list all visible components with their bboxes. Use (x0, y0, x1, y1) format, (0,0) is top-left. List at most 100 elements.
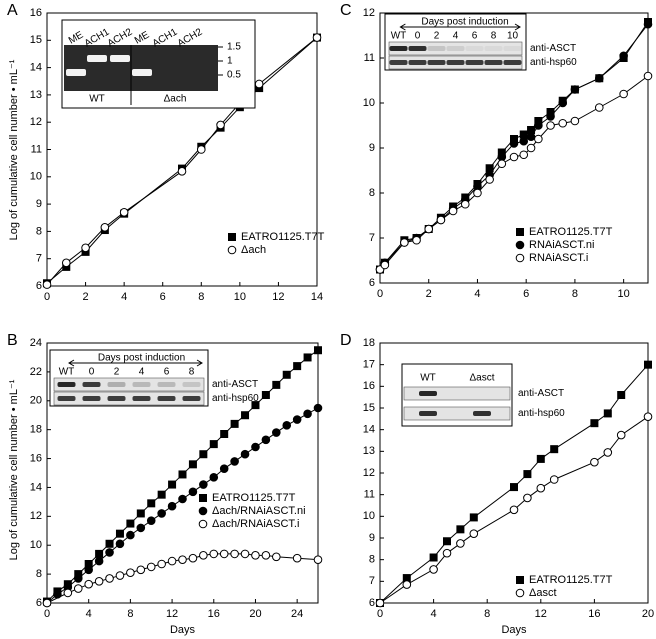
band (465, 60, 484, 65)
point (546, 121, 555, 130)
point (509, 139, 519, 148)
x-tick-label: 2 (426, 288, 432, 300)
y-tick-label: 9 (369, 142, 375, 154)
band (132, 382, 151, 387)
point (380, 260, 390, 270)
y-tick-label: 6 (369, 597, 375, 609)
x-tick-label: 12 (272, 291, 284, 303)
point (510, 483, 518, 492)
point (526, 143, 536, 153)
lane-label: 4 (139, 367, 145, 378)
x-tick-label: 0 (44, 608, 50, 620)
inset-title: Days post induction (98, 353, 185, 364)
legend-marker (198, 519, 208, 529)
band (82, 382, 101, 387)
point (412, 235, 421, 245)
band (419, 411, 437, 416)
legend-marker (227, 245, 237, 255)
y-tick-label: 12 (30, 116, 42, 128)
point (115, 539, 125, 549)
x-tick-label: 4 (121, 291, 127, 303)
band (408, 60, 427, 65)
point (168, 480, 177, 489)
legend-marker (198, 506, 208, 516)
x-tick-label: 10 (234, 291, 246, 303)
size-label: 0.5 (227, 70, 241, 81)
point (115, 571, 125, 580)
arrow (399, 23, 521, 31)
y-tick-label: 7 (369, 232, 375, 244)
point (167, 556, 177, 566)
point (292, 415, 302, 424)
point (261, 551, 271, 560)
point (497, 159, 507, 169)
x-tick-label: 0 (377, 608, 383, 620)
y-tick-label: 17 (363, 359, 375, 371)
row-label: anti-hsp60 (212, 393, 259, 404)
point (81, 243, 90, 253)
point (442, 548, 452, 558)
y-tick-label: 14 (30, 62, 42, 74)
y-tick-label: 6 (36, 280, 42, 292)
point (303, 353, 312, 362)
band (107, 396, 126, 401)
band (389, 60, 408, 65)
point (448, 206, 458, 216)
band (484, 46, 503, 51)
point (230, 549, 239, 559)
row-label: anti-hsp60 (530, 57, 577, 68)
legend-label: RNAiASCT.i (529, 252, 588, 264)
point (73, 574, 83, 583)
point (94, 556, 104, 566)
point (603, 448, 613, 457)
band (157, 382, 176, 387)
point (590, 419, 599, 428)
y-tick-label: 6 (36, 597, 42, 609)
point (84, 579, 93, 589)
legend-label: Δach/RNAiASCT.ni (212, 505, 306, 517)
point (558, 98, 568, 108)
point (534, 121, 543, 130)
point (261, 391, 270, 399)
panel-label: B (7, 332, 18, 349)
group-label: WT (89, 94, 105, 105)
point (293, 362, 302, 371)
point (167, 501, 177, 511)
point (136, 565, 146, 575)
band (408, 46, 427, 51)
point (456, 539, 465, 548)
point (429, 553, 438, 562)
y-tick-label: 8 (36, 568, 42, 580)
y-tick-label: 10 (30, 171, 42, 183)
point (209, 440, 218, 449)
point (209, 473, 219, 482)
point (282, 421, 292, 430)
point (254, 79, 264, 89)
band (473, 411, 491, 416)
band (132, 396, 151, 401)
lane-label: 2 (114, 367, 120, 378)
x-tick-label: 20 (642, 608, 654, 620)
legend-label: Δach (241, 244, 266, 256)
point (251, 401, 260, 410)
x-tick-label: 6 (523, 288, 529, 300)
x-tick-label: 12 (535, 608, 547, 620)
y-tick-label: 12 (363, 7, 375, 19)
x-tick-label: 12 (166, 608, 178, 620)
point (119, 207, 129, 217)
point (570, 116, 580, 126)
x-tick-label: 8 (198, 291, 204, 303)
point (209, 549, 219, 559)
band (82, 396, 101, 401)
y-tick-label: 24 (30, 337, 42, 349)
point (519, 130, 528, 139)
gel-band (110, 55, 130, 62)
gel (64, 45, 218, 91)
point (157, 509, 166, 518)
point (178, 494, 187, 504)
point (619, 51, 628, 61)
legend-label: Δasct (529, 587, 557, 599)
y-tick-label: 8 (369, 187, 375, 199)
point (220, 430, 229, 438)
y-tick-label: 11 (364, 52, 375, 64)
